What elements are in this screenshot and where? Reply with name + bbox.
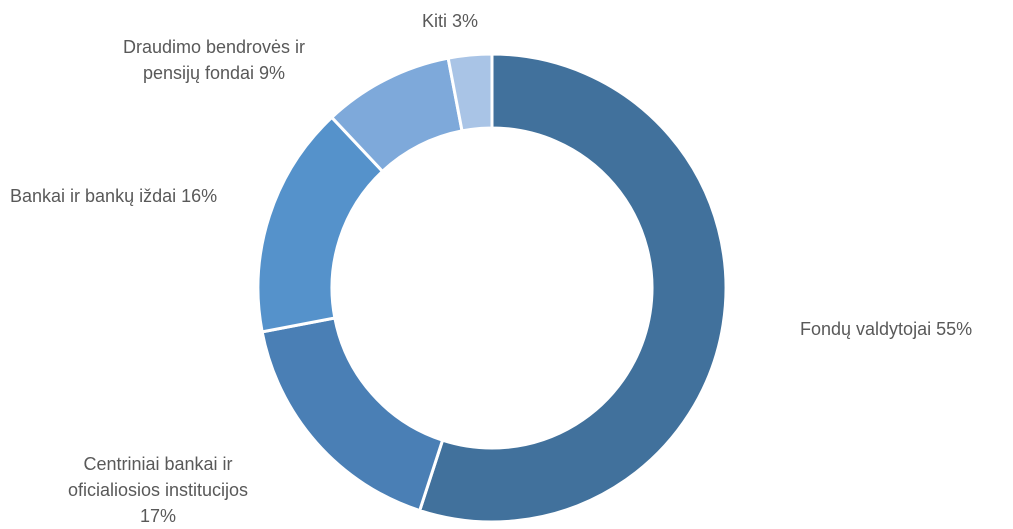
slice-0 — [417, 52, 728, 524]
slice-label-4: Kiti 3% — [422, 11, 478, 31]
slice-label-line: Bankai ir bankų iždai 16% — [10, 186, 217, 206]
slice-label-line: 17% — [140, 506, 176, 526]
slice-label-line: oficialiosios institucijos — [68, 480, 248, 500]
doughnut-slices — [256, 52, 728, 524]
slice-label-line: Fondų valdytojai 55% — [800, 319, 972, 339]
slice-1 — [260, 316, 445, 513]
slice-label-3: Draudimo bendrovės ir pensijų fondai 9% — [123, 37, 305, 83]
slice-labels: Fondų valdytojai 55% Centriniai bankai ir… — [10, 11, 972, 526]
slice-label-line: pensijų fondai 9% — [143, 63, 285, 83]
slice-label-line: Draudimo bendrovės ir — [123, 37, 305, 57]
slice-4 — [446, 52, 494, 133]
slice-label-line: Kiti 3% — [422, 11, 478, 31]
slice-label-0: Fondų valdytojai 55% — [800, 319, 972, 339]
slice-label-line: Centriniai bankai ir — [83, 454, 232, 474]
slice-label-1: Centriniai bankai ir oficialiosios instit… — [68, 454, 248, 526]
slice-label-2: Bankai ir bankų iždai 16% — [10, 186, 217, 206]
